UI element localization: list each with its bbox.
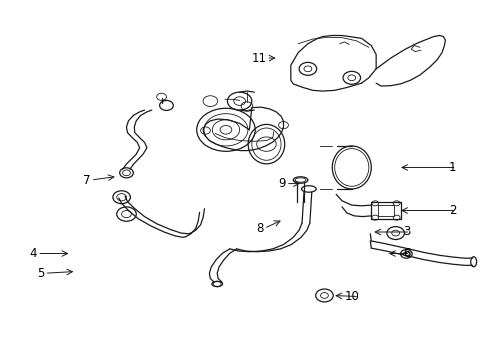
Text: 1: 1 [448,161,456,174]
Text: 11: 11 [251,51,266,64]
Text: 9: 9 [278,177,285,190]
Text: 8: 8 [256,222,264,235]
Text: 10: 10 [344,290,358,303]
Text: 7: 7 [83,174,91,186]
Text: 6: 6 [402,247,409,260]
Text: 3: 3 [402,225,409,238]
Text: 2: 2 [448,204,456,217]
Text: 5: 5 [37,267,44,280]
Text: 4: 4 [30,247,37,260]
